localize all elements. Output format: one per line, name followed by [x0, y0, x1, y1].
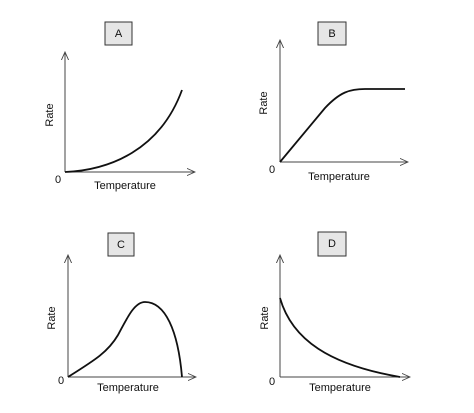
origin-label: 0	[269, 164, 275, 176]
panel-label: A	[115, 28, 123, 40]
panel-a: A 0 Rate Temperature	[44, 21, 195, 192]
y-label: Rate	[259, 306, 271, 329]
x-label: Temperature	[97, 382, 159, 394]
x-label: Temperature	[308, 171, 370, 183]
label-box	[317, 231, 347, 257]
x-label: Temperature	[94, 180, 156, 192]
panel-d: D 0 Rate Temperature	[259, 231, 410, 394]
origin-label: 0	[58, 375, 64, 387]
y-label: Rate	[258, 91, 270, 114]
panel-label: C	[117, 239, 125, 251]
curve	[279, 297, 401, 378]
label-box	[104, 21, 133, 46]
label-box	[107, 232, 135, 257]
origin-label: 0	[55, 174, 61, 186]
x-label: Temperature	[309, 382, 371, 394]
label-box	[317, 21, 347, 46]
curve	[64, 89, 183, 173]
panel-c: C 0 Rate Temperature	[46, 232, 196, 394]
panel-label: D	[328, 238, 336, 250]
curve	[67, 301, 183, 378]
curve	[279, 88, 405, 163]
origin-label: 0	[269, 376, 275, 388]
y-label: Rate	[46, 306, 58, 329]
panel-label: B	[328, 28, 335, 40]
y-label: Rate	[44, 103, 56, 126]
panel-b: B 0 Rate Temperature	[258, 21, 408, 183]
